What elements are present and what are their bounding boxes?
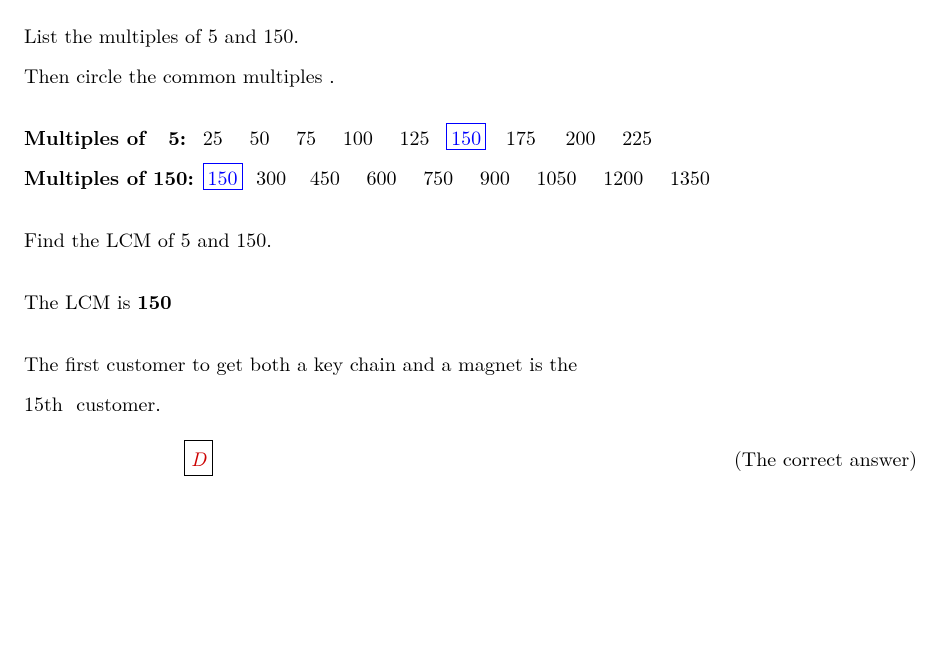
instruction-line-2: Then circle the common multiples . [24,58,917,92]
mult5-v1: 50 [239,120,279,154]
spacer [24,98,917,120]
mult150-v7: 1200 [593,160,653,194]
mult5-v0: 25 [193,120,233,154]
mult5-v7: 200 [556,120,606,154]
mult5-highlight: 150 [446,123,486,150]
mult150-v3: 600 [357,160,407,194]
mult5-v2: 75 [286,120,326,154]
instruction-line-1: List the multiples of 5 and 150. [24,18,917,52]
lcm-value: 150 [137,286,172,315]
mult150-v8: 1350 [660,160,720,194]
multiples-150-label: Multiples of 150: [24,162,194,191]
answer-row: D (The correct answer) [24,440,917,476]
answer-note: (The correct answer) [734,441,917,475]
find-lcm-line: Find the LCM of 5 and 150. [24,222,917,256]
lcm-prefix: The LCM is [24,286,137,315]
multiples-of-5-row: Multiples of 5: 25 50 75 100 125 150 175… [24,120,917,154]
answer-letter-box: D [184,440,213,476]
spacer [24,324,917,346]
result-line-2: 15th customer. [24,386,917,420]
spacer [24,200,917,222]
mult150-v2: 450 [300,160,350,194]
mult5-v3: 100 [333,120,383,154]
multiples-of-150-row: Multiples of 150: 150 300 450 600 750 90… [24,160,917,194]
mult150-v5: 900 [470,160,520,194]
mult150-v6: 1050 [527,160,587,194]
mult5-v6: 175 [493,120,549,154]
mult150-v4: 750 [413,160,463,194]
mult5-v8: 225 [612,120,662,154]
mult150-highlight: 150 [203,163,243,190]
spacer [24,262,917,284]
multiples-5-label: Multiples of 5: [24,122,186,151]
result-line-1: The first customer to get both a key cha… [24,346,917,380]
mult5-v4: 125 [390,120,440,154]
lcm-result-line: The LCM is 150 [24,284,917,318]
mult150-v1: 300 [249,160,293,194]
